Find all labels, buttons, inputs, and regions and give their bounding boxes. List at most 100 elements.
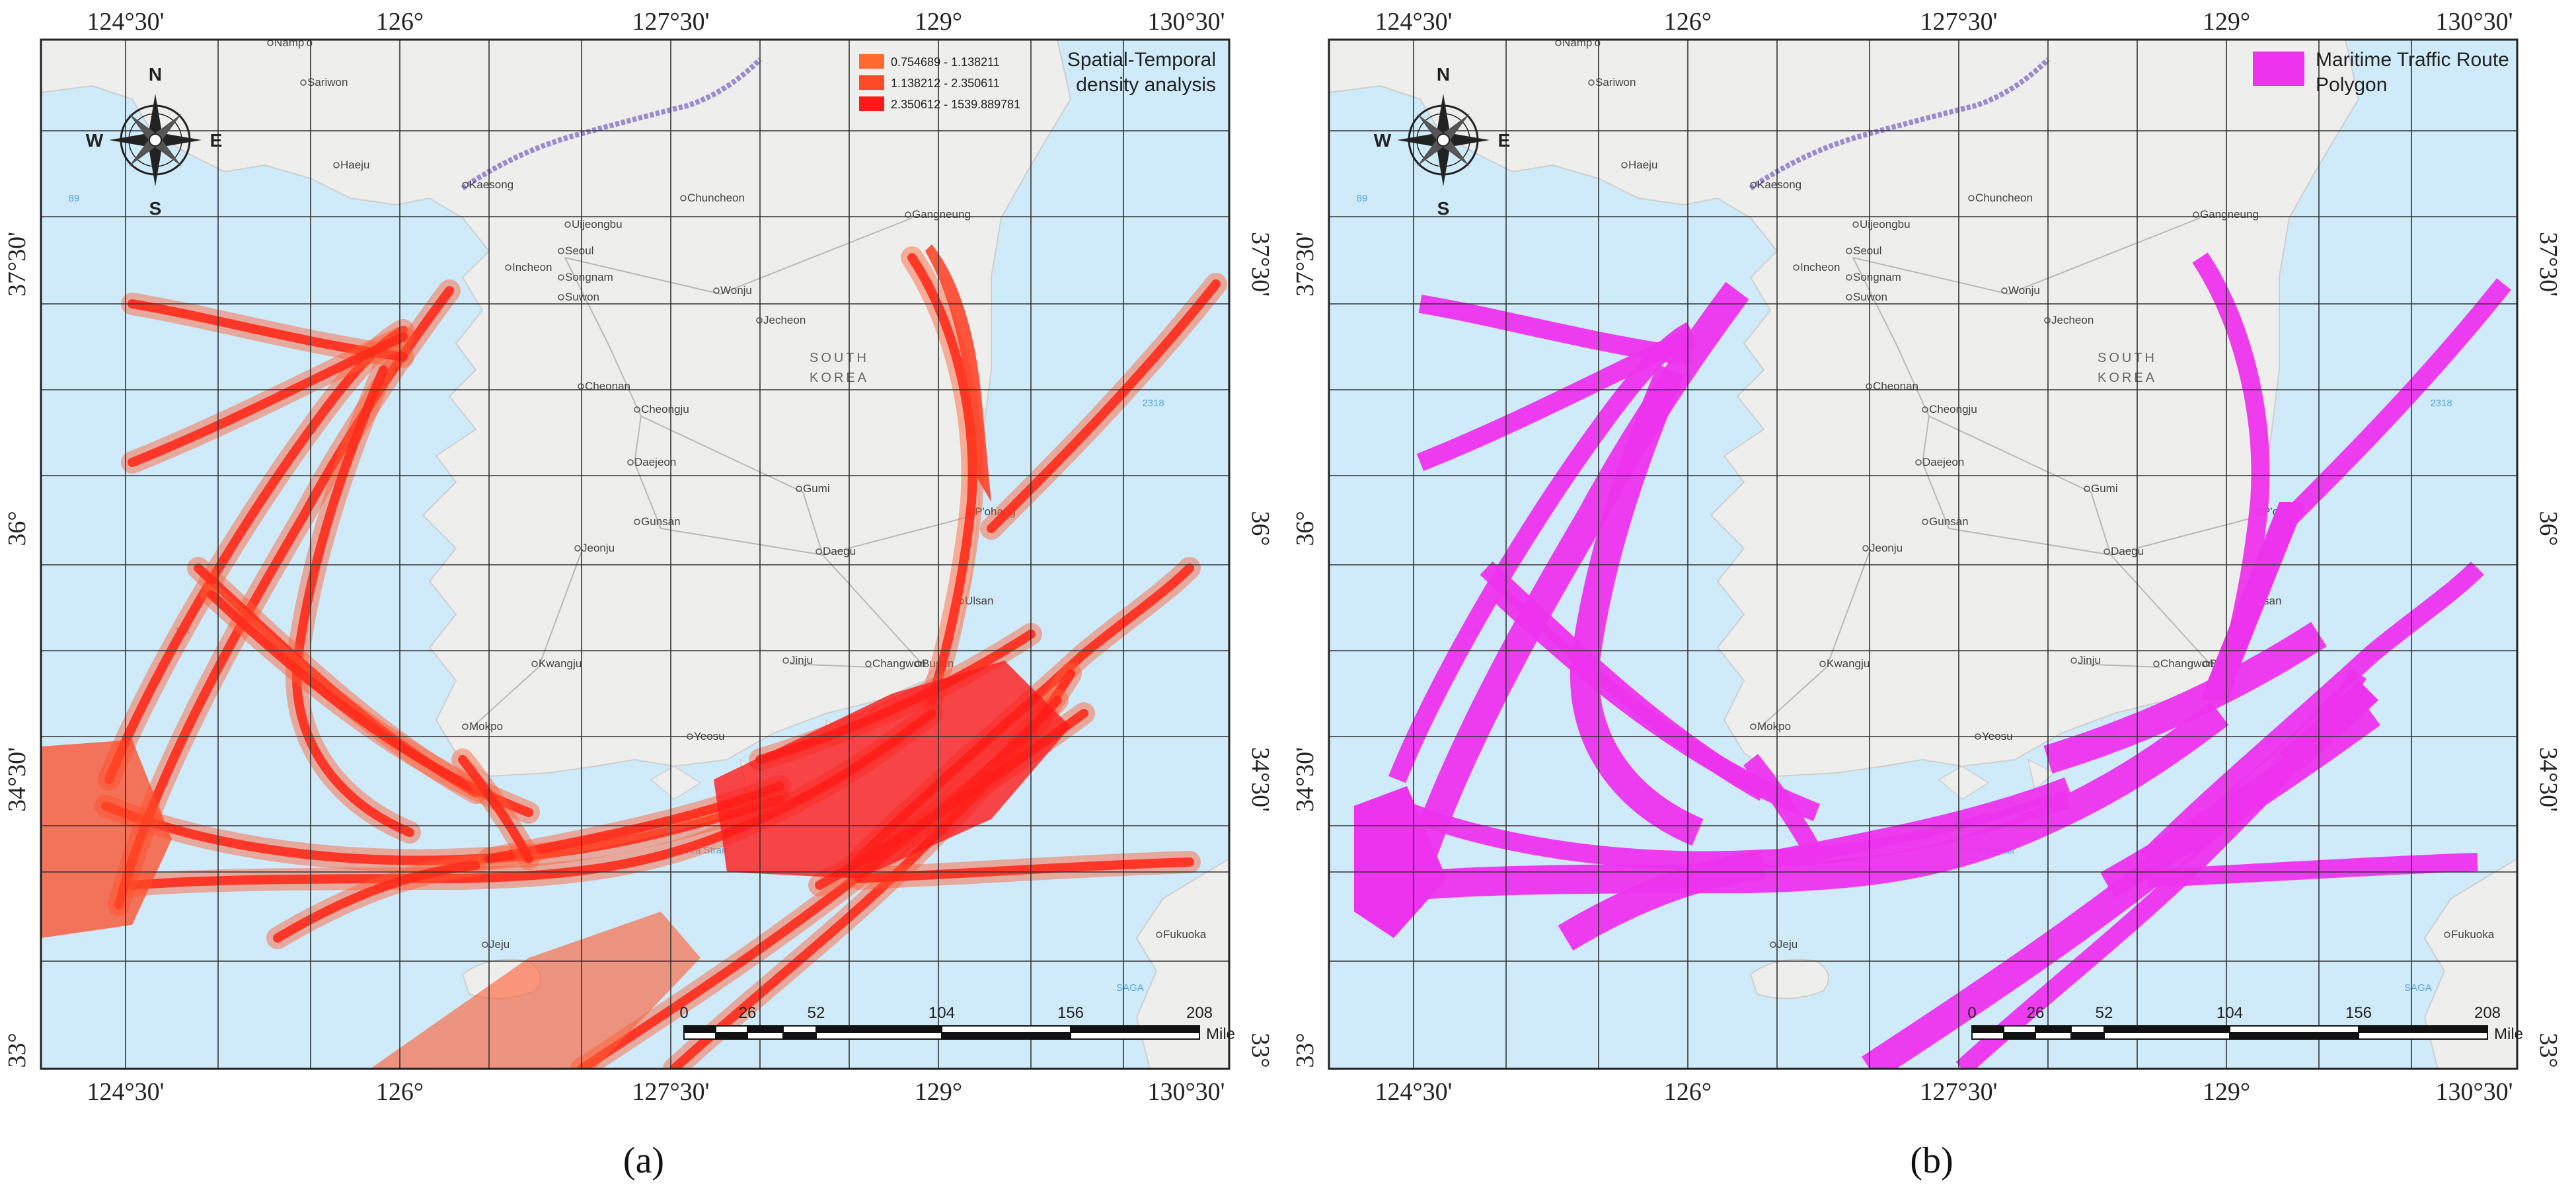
route-polygon (2100, 702, 2380, 898)
right-tick-label: 37°30' (2534, 232, 2562, 297)
scale-seg (2003, 1032, 2036, 1040)
city-label: Daegu (823, 545, 856, 558)
scale-seg (2358, 1032, 2488, 1040)
panel-a: Namp'o Sariwon Haeju Kaesong Uijeongbu Chunch… (0, 0, 1288, 1192)
scale-seg (683, 1025, 716, 1033)
city-marker (1770, 941, 1776, 948)
scale-seg (2358, 1025, 2488, 1033)
bottom-tick-label: 124°30' (1375, 1078, 1452, 1106)
scale-tick-label: 208 (2474, 1004, 2501, 1022)
city-label: Chuncheon (1975, 192, 2033, 204)
city-marker (634, 406, 640, 413)
city-label: Jeonju (582, 542, 615, 554)
city-label: Seoul (1853, 244, 1881, 257)
city-label: Sariwon (1595, 76, 1636, 89)
graticule (40, 38, 1231, 1070)
city-marker (1621, 162, 1628, 168)
water-label: 89 (1357, 193, 1368, 204)
legend-item-label: 1.138212 - 2.350611 (891, 77, 1000, 90)
compass-s: S (1437, 198, 1450, 219)
city-marker (482, 941, 488, 948)
map-frame: Namp'o Sariwon Haeju Kaesong Uijeongbu Chunch… (41, 40, 1229, 1069)
city-label: Jecheon (763, 314, 806, 326)
city-marker (1922, 519, 1928, 525)
map-a: Namp'o Sariwon Haeju Kaesong Uijeongbu Chunch… (3, 8, 1274, 1181)
scale-unit: Mile (1206, 1025, 1235, 1043)
right-tick-label: 33° (2534, 1032, 2562, 1068)
compass-s: S (149, 198, 162, 219)
city-marker (634, 519, 640, 525)
city-marker (1846, 294, 1852, 301)
bottom-tick-label: 126° (1664, 1078, 1712, 1106)
city-marker (627, 459, 634, 466)
city-marker (2001, 287, 2008, 294)
city-label: Jinju (2078, 654, 2101, 667)
density-cluster-west (41, 740, 172, 938)
right-tick-label: 36° (2534, 511, 2562, 546)
city-label: Jeju (1777, 938, 1798, 951)
city-label: Songnam (1853, 271, 1901, 283)
city-label: Suwon (1853, 291, 1887, 303)
scale-seg (2003, 1025, 2036, 1033)
city-marker (2103, 548, 2110, 555)
city-label: Jinju (790, 654, 813, 667)
route-polygon (2273, 278, 2511, 535)
scale-seg (747, 1025, 784, 1033)
density-cluster-east (925, 244, 991, 502)
scale-seg (941, 1032, 1071, 1040)
top-tick-label: 124°30' (87, 8, 164, 36)
scale-seg (1070, 1032, 1200, 1040)
bottom-tick-label: 130°30' (2435, 1078, 2513, 1106)
city-label: Cheongju (1929, 403, 1977, 416)
city-marker (1846, 248, 1852, 254)
city-label: Changwon (872, 657, 926, 670)
bottom-tick-label: 124°30' (87, 1078, 164, 1106)
density-core (273, 861, 480, 943)
legend-swatch (859, 75, 884, 90)
legend-swatch (2253, 52, 2304, 86)
dmz-border (1749, 57, 2050, 191)
left-tick-label: 37°30' (1291, 232, 1319, 297)
compass-n: N (1437, 64, 1450, 85)
country-label: KOREA (2098, 371, 2157, 385)
compass-center (149, 133, 162, 147)
route-polygon-ne (2279, 680, 2378, 773)
scale-seg (715, 1025, 748, 1033)
city-marker (815, 548, 822, 555)
city-label: Kwangju (1827, 657, 1870, 670)
top-tick-label: 127°30' (1920, 8, 1997, 36)
city-label: Fukuoka (2451, 928, 2495, 941)
compass-e: E (1498, 130, 1511, 151)
city-label: Incheon (1800, 261, 1840, 273)
route-polygon (2146, 853, 2478, 888)
city-marker (558, 294, 564, 301)
city-label: Suwon (565, 291, 599, 303)
city-marker (1819, 661, 1826, 667)
city-marker (505, 264, 511, 271)
city-marker (1846, 274, 1852, 281)
right-tick-label: 33° (1246, 1032, 1274, 1068)
city-label: Haeju (1628, 159, 1657, 171)
bottom-tick-label: 130°30' (1147, 1078, 1225, 1106)
city-label: Gunsan (641, 515, 681, 528)
compass-rose: N S E W (1374, 64, 1511, 219)
scale-seg (2035, 1032, 2072, 1040)
city-marker (2070, 657, 2077, 664)
legend-item-label: 0.754689 - 1.138211 (891, 55, 1000, 69)
city-label: Uijeongbu (572, 218, 623, 231)
city-label: Ulsan (965, 595, 993, 607)
right-tick-label: 34°30' (1246, 747, 1274, 812)
city-marker (2193, 211, 2199, 218)
city-label: Cheonan (1873, 380, 1918, 392)
city-marker (905, 211, 911, 218)
city-marker (1156, 931, 1162, 938)
city-label: Daejeon (634, 456, 676, 468)
city-marker (300, 79, 307, 86)
city-label: Gangneung (912, 208, 971, 221)
scale-seg (782, 1032, 817, 1040)
city-label: Kaesong (469, 178, 513, 191)
scale-tick-label: 26 (739, 1004, 757, 1022)
density-core (854, 857, 1194, 883)
scale-seg (747, 1032, 784, 1040)
water-label: 2318 (2430, 398, 2452, 409)
